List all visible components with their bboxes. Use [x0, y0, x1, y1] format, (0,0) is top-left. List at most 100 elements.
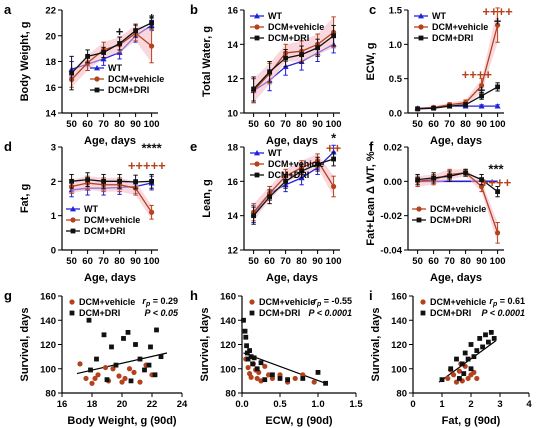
y-tick-label: 160 — [391, 292, 407, 303]
data-point — [142, 367, 147, 373]
significance-mark: + — [116, 24, 124, 39]
stat-r-subscript: p — [492, 301, 498, 308]
x-tick-label: 70 — [280, 256, 291, 267]
stat-p: P < 0.05 — [145, 308, 179, 318]
x-tick-label: 0.0 — [235, 399, 248, 410]
data-point — [474, 348, 480, 353]
series-wt — [250, 144, 337, 224]
y-axis-title: Body Weight, g — [19, 22, 31, 102]
legend-marker — [418, 13, 424, 19]
data-point — [463, 102, 468, 108]
data-point — [258, 378, 264, 384]
data-point — [158, 354, 164, 360]
legend-marker — [416, 217, 422, 223]
series-line — [253, 159, 335, 213]
x-tick-label: 60 — [428, 256, 439, 267]
x-axis-title: ECW, g (90d) — [265, 415, 333, 427]
x-tick-label: 50 — [248, 119, 259, 130]
series-line — [417, 86, 498, 110]
legend-marker — [420, 310, 426, 316]
legend-marker — [254, 161, 260, 167]
significance-mark: +++++ — [128, 158, 166, 173]
y-tick-label: 0.5 — [389, 74, 403, 85]
data-point — [244, 350, 250, 356]
x-tick-label: 100 — [326, 119, 342, 130]
y-tick-label: 0.0 — [389, 109, 402, 120]
data-point — [488, 329, 494, 335]
data-point — [69, 70, 74, 76]
y-tick-label: 140 — [220, 316, 236, 327]
data-point — [299, 52, 304, 58]
x-tick-label: 3 — [497, 399, 502, 410]
data-point — [471, 354, 477, 360]
significance-mark: ++++ — [482, 4, 513, 19]
x-tick-label: 1.0 — [311, 399, 324, 410]
x-tick-label: 90 — [312, 119, 323, 130]
legend-marker — [70, 228, 76, 234]
series-line — [417, 172, 499, 234]
data-point — [415, 177, 420, 183]
data-point — [495, 189, 500, 195]
panel-a: a 14 16 18 20 22 50 60 70 80 90 100 Age, days Body We… — [4, 2, 164, 147]
stat-r: rp = 0.29 — [142, 296, 178, 308]
data-point — [243, 334, 249, 340]
x-tick-label: 60 — [264, 256, 275, 267]
series-dcm-vehicle — [77, 361, 155, 386]
y-axis-title: Total Water, g — [201, 26, 213, 97]
legend-label: WT — [268, 148, 282, 158]
data-point — [262, 377, 268, 383]
data-point — [465, 375, 471, 382]
legend-marker — [420, 299, 426, 305]
data-point — [104, 377, 110, 383]
x-tick-label: 70 — [444, 256, 455, 267]
x-tick-label: 50 — [248, 256, 259, 267]
data-point — [154, 327, 159, 333]
series-dcm-dri — [86, 317, 164, 384]
x-tick-label: 60 — [264, 119, 275, 130]
data-point — [251, 213, 256, 219]
data-point — [122, 375, 128, 382]
y-tick-label: 3 — [51, 143, 56, 154]
legend-label: DCM+vehicle — [430, 297, 486, 307]
y-tick-label: 16 — [227, 177, 238, 188]
x-tick-label: 24 — [177, 399, 188, 410]
y-tick-label: 120 — [220, 340, 236, 351]
data-point — [83, 375, 89, 382]
y-tick-label: 14 — [45, 109, 56, 120]
x-tick-label: 70 — [280, 119, 291, 130]
data-point — [92, 375, 98, 382]
y-axis-title: Survival, days — [19, 308, 31, 382]
legend-marker — [418, 24, 424, 30]
data-point — [479, 177, 484, 183]
y-tick-label: 16 — [45, 83, 56, 94]
y-tick-label: 160 — [40, 292, 56, 303]
data-point — [133, 28, 138, 33]
panel-letter: d — [4, 139, 12, 154]
data-point — [480, 344, 485, 350]
data-point — [454, 356, 459, 362]
significance-mark: ++ — [326, 141, 342, 156]
legend-marker — [69, 299, 75, 305]
data-point — [126, 366, 133, 372]
data-point — [241, 317, 246, 323]
legend-label: DCM+DRI — [79, 308, 120, 318]
stat-r-symbol: r — [313, 296, 317, 306]
data-point — [283, 178, 288, 184]
data-point — [94, 356, 99, 362]
data-point — [331, 156, 336, 162]
x-axis-title: Body Weight, g (90d) — [67, 415, 177, 427]
panel-letter: f — [369, 139, 374, 154]
data-point — [247, 348, 252, 353]
regression-line — [243, 352, 326, 384]
x-tick-label: 80 — [114, 256, 125, 267]
data-point — [101, 178, 106, 184]
regression-line — [438, 340, 497, 383]
y-axis-title: ECW, g — [365, 43, 377, 81]
legend-label: DCM+vehicle — [79, 297, 135, 307]
data-point — [117, 41, 122, 46]
data-point — [270, 372, 275, 378]
